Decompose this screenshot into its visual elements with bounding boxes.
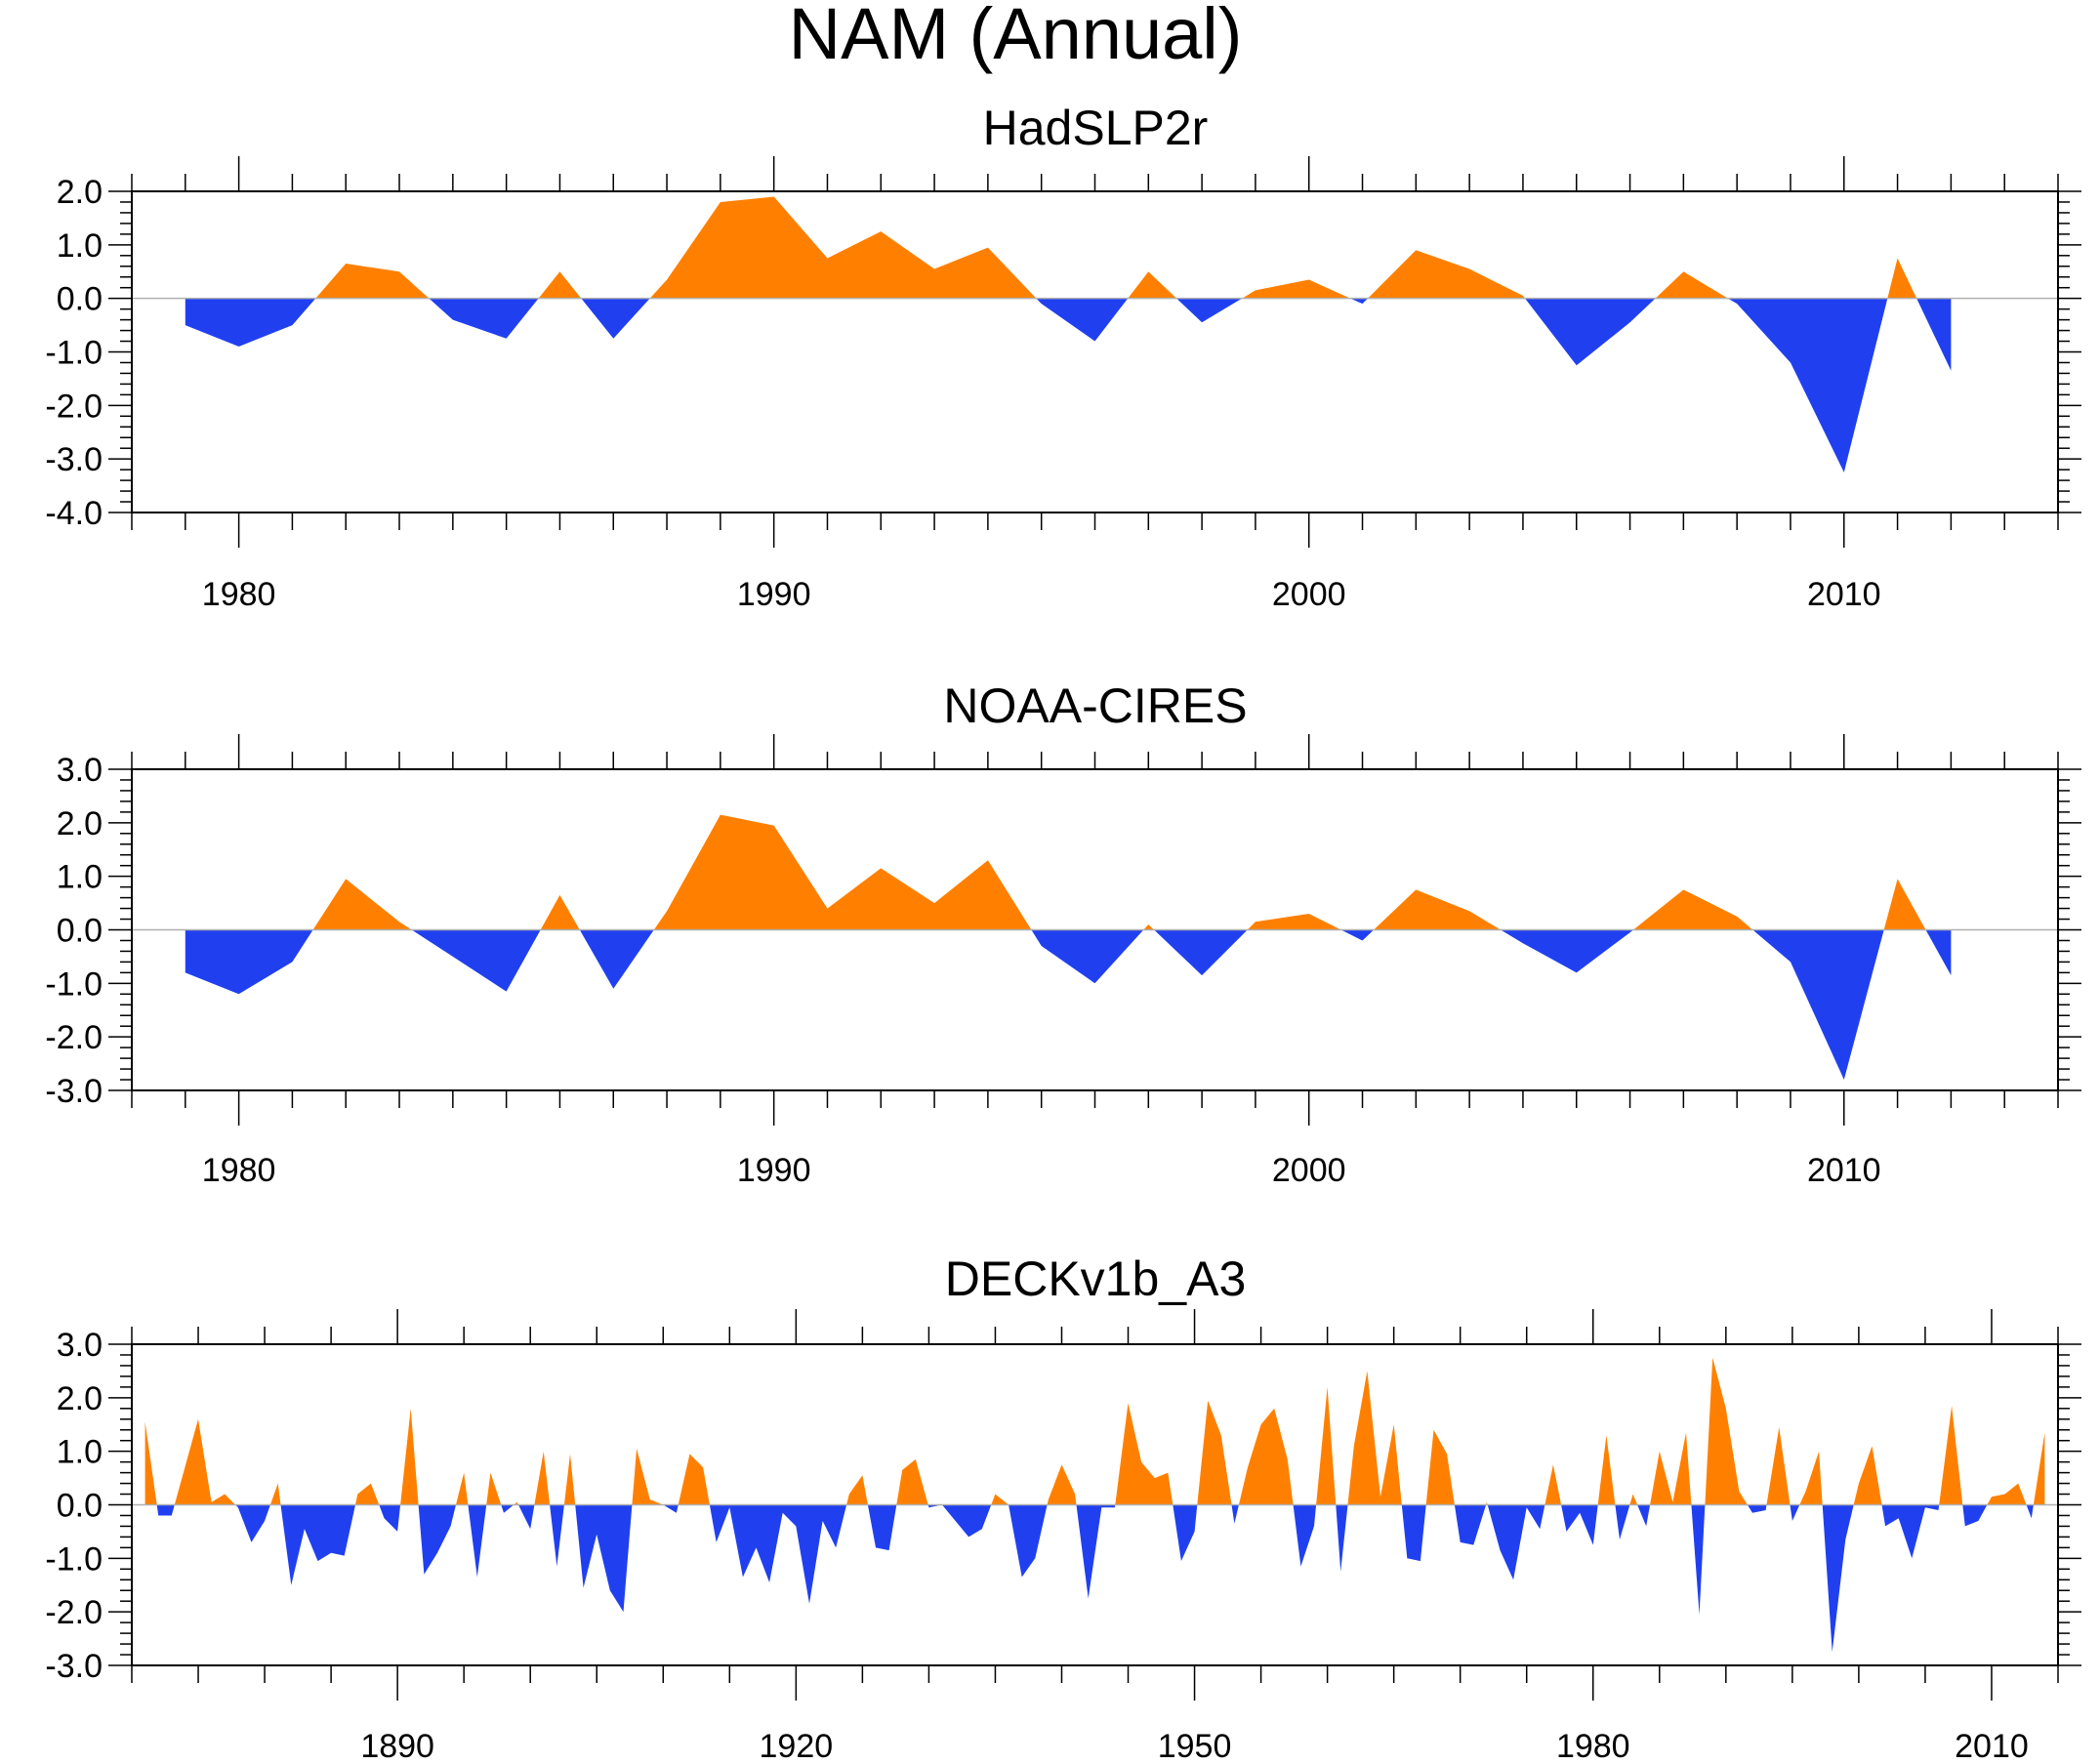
y-tick-label: 2.0 xyxy=(57,805,103,842)
x-tick-label: 1920 xyxy=(760,1728,834,1764)
y-tick-label: 0.0 xyxy=(57,913,103,950)
x-tick-label: 1980 xyxy=(202,576,276,613)
x-tick-label: 1990 xyxy=(737,576,811,613)
y-tick-label: -4.0 xyxy=(45,495,103,532)
y-tick-label: 0.0 xyxy=(57,281,103,318)
figure-title: NAM (Annual) xyxy=(789,0,1243,74)
negative-anomaly-fill xyxy=(185,929,1952,1080)
x-tick-label: 1980 xyxy=(202,1152,276,1189)
y-tick-label: 0.0 xyxy=(57,1488,103,1525)
y-tick-label: -1.0 xyxy=(45,1540,103,1578)
y-tick-label: 1.0 xyxy=(57,227,103,265)
x-tick-label: 2010 xyxy=(1955,1728,2029,1764)
y-tick-label: 2.0 xyxy=(57,1380,103,1417)
y-tick-label: 3.0 xyxy=(57,752,103,789)
panel-title: HadSLP2r xyxy=(983,101,1209,155)
negative-anomaly-fill xyxy=(144,1504,2045,1653)
y-tick-label: -2.0 xyxy=(45,1019,103,1056)
positive-anomaly-fill xyxy=(185,814,1952,930)
y-tick-label: 3.0 xyxy=(57,1327,103,1364)
panel-title: DECKv1b_A3 xyxy=(945,1251,1247,1306)
x-tick-label: 1990 xyxy=(737,1152,811,1189)
x-tick-label: 1890 xyxy=(360,1728,434,1764)
x-tick-label: 2000 xyxy=(1272,576,1346,613)
y-tick-label: -1.0 xyxy=(45,335,103,372)
panel-deckv1b-a3: DECKv1b_A3 -3.0 -2.0 -1.0 0.0 1.0 2.0 3.0 1890 1… xyxy=(45,1251,2081,1764)
x-tick-label: 1950 xyxy=(1158,1728,1232,1764)
negative-anomaly-fill xyxy=(185,298,1952,472)
x-tick-label: 2010 xyxy=(1807,1152,1881,1189)
panel-hadslp2r: HadSLP2r -4.0 -3.0 -2.0 -1.0 0.0 1.0 2.0 1980 19… xyxy=(45,101,2081,613)
x-tick-label: 1980 xyxy=(1556,1728,1630,1764)
y-tick-label: -3.0 xyxy=(45,441,103,478)
y-tick-label: -3.0 xyxy=(45,1648,103,1685)
panel-title: NOAA-CIRES xyxy=(943,678,1247,733)
y-tick-label: -2.0 xyxy=(45,1594,103,1631)
x-tick-label: 2000 xyxy=(1272,1152,1346,1189)
y-tick-label: -3.0 xyxy=(45,1073,103,1110)
y-tick-label: 2.0 xyxy=(57,174,103,211)
y-tick-label: 1.0 xyxy=(57,859,103,896)
y-tick-label: 1.0 xyxy=(57,1434,103,1471)
plot-frame xyxy=(131,190,2059,513)
x-tick-label: 2010 xyxy=(1807,576,1881,613)
y-tick-label: -2.0 xyxy=(45,388,103,425)
positive-anomaly-fill xyxy=(144,1357,2045,1505)
y-tick-label: -1.0 xyxy=(45,965,103,1003)
positive-anomaly-fill xyxy=(185,196,1952,299)
panel-noaa-cires: NOAA-CIRES -3.0 -2.0 -1.0 0.0 1.0 2.0 3.0 1980 1… xyxy=(45,678,2081,1189)
